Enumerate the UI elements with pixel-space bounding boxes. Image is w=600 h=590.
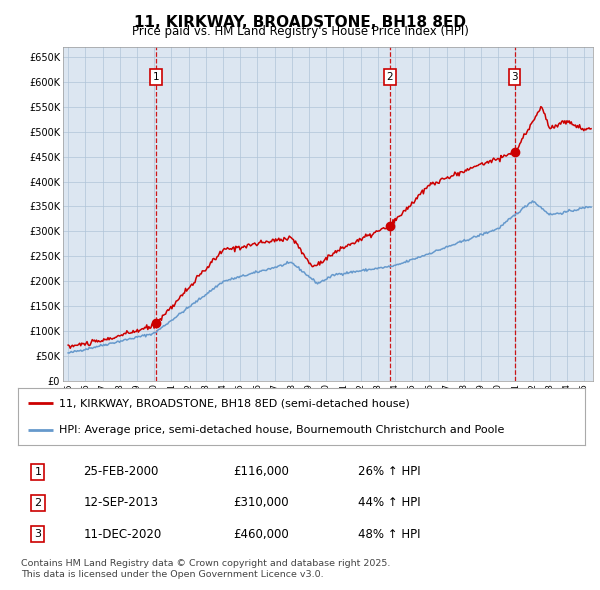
Text: Price paid vs. HM Land Registry's House Price Index (HPI): Price paid vs. HM Land Registry's House …	[131, 25, 469, 38]
Text: 2: 2	[386, 72, 393, 82]
Text: £460,000: £460,000	[233, 527, 289, 540]
Text: 44% ↑ HPI: 44% ↑ HPI	[358, 496, 421, 510]
Text: 48% ↑ HPI: 48% ↑ HPI	[358, 527, 421, 540]
Text: 25-FEB-2000: 25-FEB-2000	[83, 466, 158, 478]
Text: 26% ↑ HPI: 26% ↑ HPI	[358, 466, 421, 478]
Text: Contains HM Land Registry data © Crown copyright and database right 2025.
This d: Contains HM Land Registry data © Crown c…	[21, 559, 390, 579]
Text: 1: 1	[153, 72, 160, 82]
Text: 11-DEC-2020: 11-DEC-2020	[83, 527, 161, 540]
Text: £116,000: £116,000	[233, 466, 289, 478]
Text: £310,000: £310,000	[233, 496, 289, 510]
Text: 1: 1	[34, 467, 41, 477]
Text: 12-SEP-2013: 12-SEP-2013	[83, 496, 158, 510]
Text: 11, KIRKWAY, BROADSTONE, BH18 8ED: 11, KIRKWAY, BROADSTONE, BH18 8ED	[134, 15, 466, 30]
Text: 3: 3	[511, 72, 518, 82]
Text: 2: 2	[34, 498, 41, 508]
Text: 3: 3	[34, 529, 41, 539]
Text: HPI: Average price, semi-detached house, Bournemouth Christchurch and Poole: HPI: Average price, semi-detached house,…	[59, 425, 504, 435]
Text: 11, KIRKWAY, BROADSTONE, BH18 8ED (semi-detached house): 11, KIRKWAY, BROADSTONE, BH18 8ED (semi-…	[59, 398, 410, 408]
